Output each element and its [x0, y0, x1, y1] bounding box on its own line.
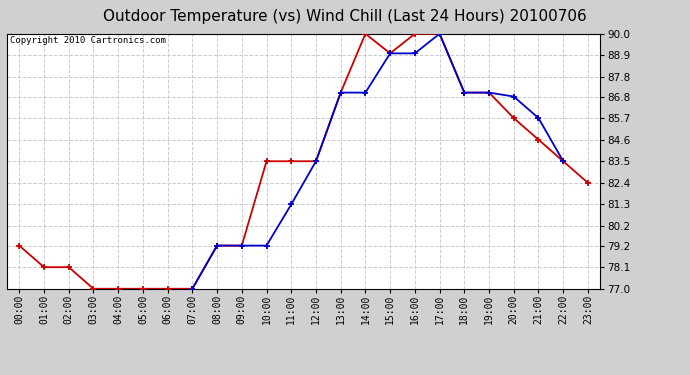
Text: Copyright 2010 Cartronics.com: Copyright 2010 Cartronics.com: [10, 36, 166, 45]
Text: Outdoor Temperature (vs) Wind Chill (Last 24 Hours) 20100706: Outdoor Temperature (vs) Wind Chill (Las…: [103, 9, 587, 24]
